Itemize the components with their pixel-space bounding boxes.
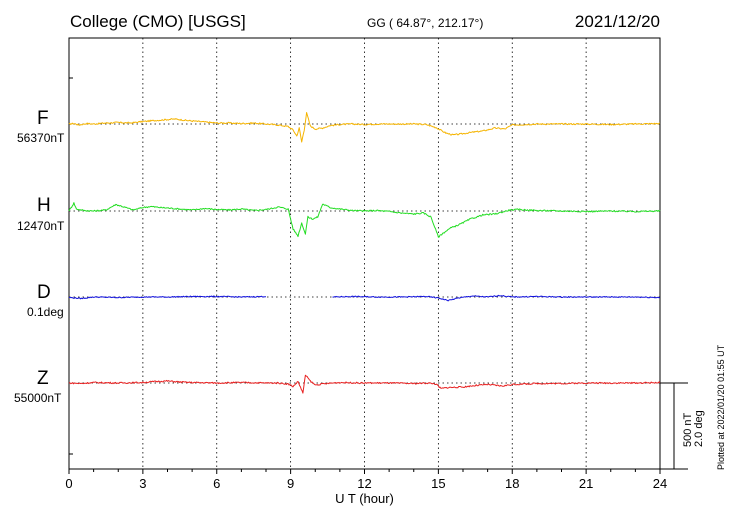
x-tick-label: 18 bbox=[505, 476, 519, 491]
series-baseline-f: 56370nT bbox=[17, 131, 65, 145]
plot-frame bbox=[68, 37, 661, 470]
scale-deg-label: 2.0 deg bbox=[693, 410, 705, 447]
scale-bar-labels: 500 nT 2.0 deg bbox=[682, 405, 706, 465]
station-coordinates: GG ( 64.87°, 212.17°) bbox=[367, 16, 484, 30]
series-line-z bbox=[68, 374, 661, 394]
series-line-h bbox=[68, 202, 661, 238]
series-baseline-h: 12470nT bbox=[17, 219, 65, 233]
x-tick-label: 12 bbox=[357, 476, 371, 491]
series-line-f bbox=[68, 112, 661, 143]
x-tick-label: 3 bbox=[139, 476, 146, 491]
series-label-f: F bbox=[37, 108, 49, 129]
plotted-timestamp: Plotted at 2022/01/20 01:55 UT bbox=[716, 344, 726, 470]
series-baseline-z: 55000nT bbox=[14, 391, 62, 405]
chart-date: 2021/12/20 bbox=[574, 12, 660, 31]
x-tick-label: 21 bbox=[579, 476, 593, 491]
series-label-h: H bbox=[37, 195, 51, 216]
x-tick-label: 6 bbox=[213, 476, 220, 491]
x-tick-label: 24 bbox=[653, 476, 667, 491]
x-tick-label: 15 bbox=[431, 476, 445, 491]
x-tick-label: 0 bbox=[65, 476, 72, 491]
series-label-d: D bbox=[37, 282, 51, 303]
x-axis-label: U T (hour) bbox=[335, 491, 394, 506]
series-label-z: Z bbox=[37, 368, 49, 389]
series-line-d-0 bbox=[68, 295, 267, 300]
series-baseline-d: 0.1deg bbox=[27, 305, 64, 319]
chart-title: College (CMO) [USGS] bbox=[70, 12, 246, 31]
series-line-d-1 bbox=[332, 294, 661, 302]
x-tick-label: 9 bbox=[287, 476, 294, 491]
